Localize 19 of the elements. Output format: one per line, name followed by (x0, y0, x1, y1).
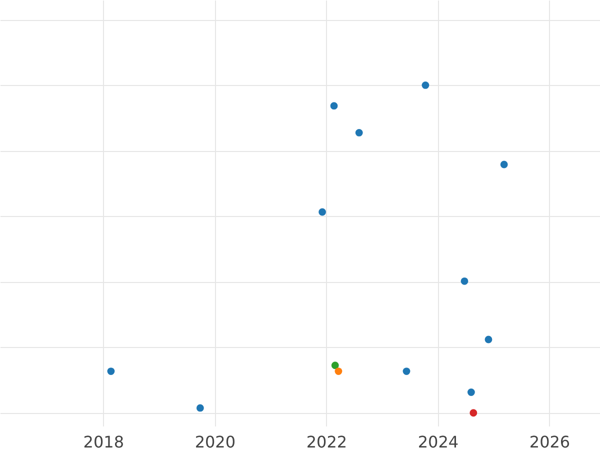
x-tick-label: 2018 (83, 432, 124, 450)
point (422, 82, 430, 89)
x-tick-label: 2022 (306, 432, 348, 450)
point (107, 368, 115, 375)
x-tick-label: 2024 (418, 432, 459, 450)
point (402, 368, 410, 375)
point (196, 404, 204, 412)
point (331, 362, 339, 370)
point (355, 129, 363, 136)
point (484, 336, 492, 344)
x-tick-label: 2020 (194, 432, 236, 450)
point (334, 368, 342, 375)
point (330, 102, 338, 110)
point (460, 277, 468, 285)
point (467, 388, 475, 396)
point (318, 208, 326, 216)
point (470, 409, 478, 417)
point (500, 160, 508, 168)
x-tick-label: 2026 (529, 432, 570, 450)
